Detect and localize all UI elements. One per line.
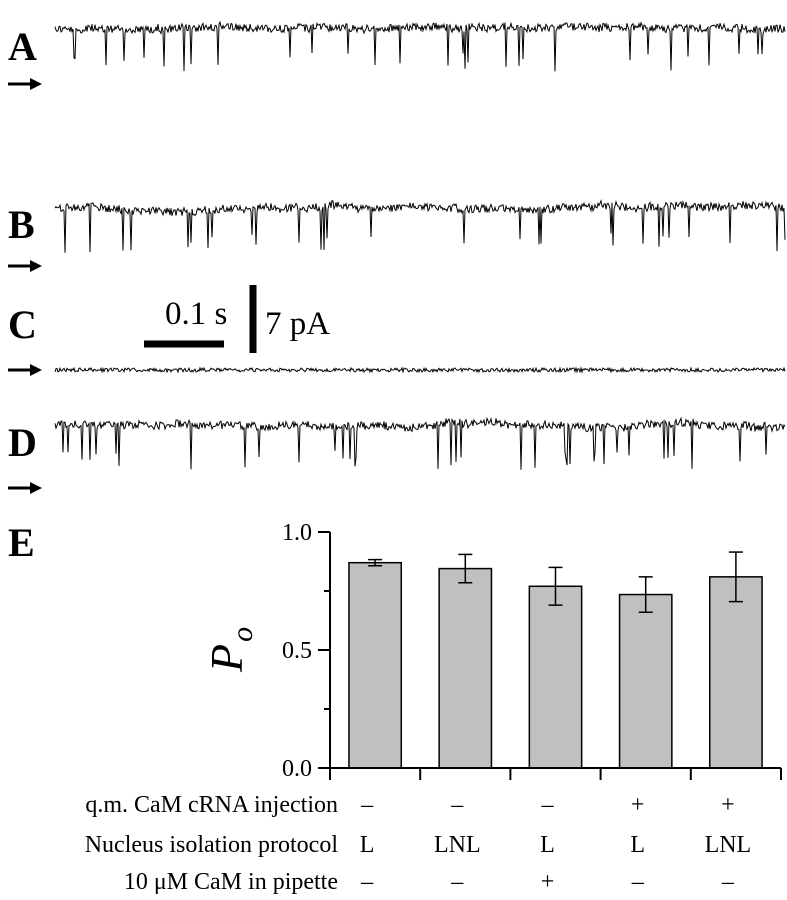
bars <box>348 551 763 769</box>
y-axis-label-subscript: o <box>226 627 259 642</box>
current-trace-a <box>54 20 786 72</box>
condition-cell-2-4: – <box>721 869 735 895</box>
bar-1 <box>438 567 493 769</box>
condition-cell-0-0: – <box>360 792 374 818</box>
y-axis-label-main: P <box>201 644 252 673</box>
condition-cell-2-3: – <box>631 869 645 895</box>
current-trace-b <box>54 199 786 253</box>
condition-cell-0-4: + <box>721 792 735 818</box>
bar-2 <box>528 585 583 769</box>
y-axis: 0.0 0.5 1.0 <box>282 520 331 782</box>
condition-row-label-0: q.m. CaM cRNA injection <box>85 792 338 818</box>
closed-level-arrowhead-b <box>30 260 42 272</box>
bar-3 <box>618 593 673 769</box>
condition-cell-1-2: L <box>540 832 555 858</box>
x-axis <box>329 767 782 780</box>
current-trace-d <box>54 416 786 470</box>
trace-panel-b: B <box>8 199 786 272</box>
current-trace-c <box>54 366 786 374</box>
bar-0 <box>348 561 403 769</box>
condition-cell-1-3: L <box>630 832 645 858</box>
condition-cell-2-2: + <box>541 869 555 895</box>
condition-cell-0-1: – <box>450 792 464 818</box>
condition-cell-0-3: + <box>631 792 645 818</box>
y-tick-label-0: 0.0 <box>282 756 312 782</box>
closed-level-arrowhead-d <box>30 482 42 494</box>
po-bar-chart: E Po 0.00.51.0 q.m. CaM cRNA injection – –… <box>8 520 782 895</box>
condition-cell-1-1: LNL <box>434 832 481 858</box>
y-axis-label: Po <box>201 627 259 673</box>
y-tick-label-2: 1.0 <box>282 520 312 546</box>
closed-level-arrowhead-c <box>30 364 42 376</box>
time-scale-label: 0.1 s <box>165 296 227 332</box>
panel-label-c: C <box>8 302 37 347</box>
bar-4 <box>708 576 763 769</box>
trace-panel-d: D <box>8 416 786 494</box>
panel-label-d: D <box>8 420 37 465</box>
condition-row-label-1: Nucleus isolation protocol <box>85 832 339 858</box>
y-tick-label-1: 0.5 <box>282 638 312 664</box>
trace-panel-c: C <box>8 302 786 376</box>
condition-cell-1-4: LNL <box>705 832 752 858</box>
condition-cell-2-0: – <box>360 869 374 895</box>
panel-label-e: E <box>8 520 35 565</box>
panel-label-b: B <box>8 202 35 247</box>
closed-level-arrowhead-a <box>30 78 42 90</box>
condition-cell-0-2: – <box>541 792 555 818</box>
panel-label-a: A <box>8 24 37 69</box>
condition-cell-1-0: L <box>360 832 375 858</box>
current-traces: A B C D <box>8 20 786 494</box>
conditions-table: q.m. CaM cRNA injection – – – + +Nucleus isol… <box>85 792 752 895</box>
condition-row-label-2: 10 μM CaM in pipette <box>124 869 338 895</box>
condition-cell-2-1: – <box>450 869 464 895</box>
trace-panel-a: A <box>8 20 786 90</box>
current-scale-label: 7 pA <box>265 306 330 342</box>
scale-bar: 0.1 s 7 pA <box>144 285 330 353</box>
